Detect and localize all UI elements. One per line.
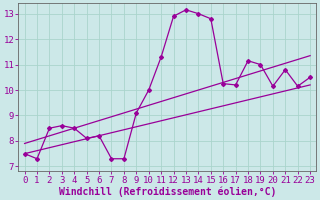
- X-axis label: Windchill (Refroidissement éolien,°C): Windchill (Refroidissement éolien,°C): [59, 186, 276, 197]
